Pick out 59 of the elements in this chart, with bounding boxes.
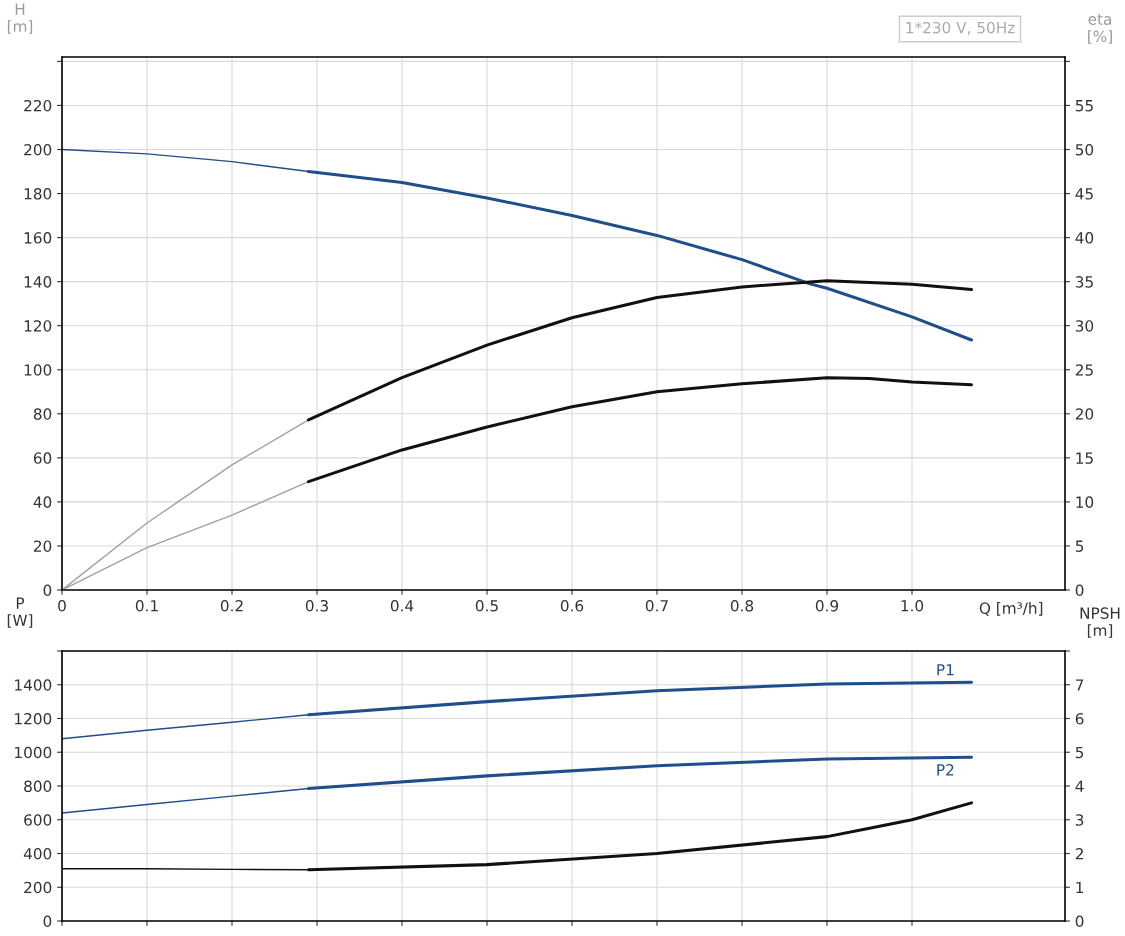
y-tick-label: 0	[43, 584, 52, 597]
y-tick-label: 200	[24, 881, 52, 894]
y2-tick-label: 5	[1075, 746, 1084, 759]
x-tick-label: 1.0	[901, 599, 924, 612]
y-tick-label: 100	[24, 364, 52, 376]
y-tick-label: 40	[33, 496, 52, 508]
x-tick-label: 0.9	[815, 599, 839, 612]
y2-tick-label: 4	[1075, 780, 1084, 792]
y2-axis-title: eta [%]	[1088, 13, 1112, 44]
y-tick-label: 80	[33, 408, 52, 420]
y-tick-label: 160	[24, 232, 52, 244]
x-axis-title: Q [m³/h]	[979, 602, 1043, 616]
y2-tick-label: 0	[1075, 915, 1084, 928]
series-label: P2	[937, 764, 954, 776]
y-tick-label: 180	[24, 188, 52, 200]
y2-tick-label: 5	[1075, 540, 1084, 552]
y2-tick-label: 10	[1076, 496, 1094, 508]
y2-tick-label: 35	[1075, 276, 1093, 288]
y-axis-title: H [m]	[7, 3, 33, 34]
y-tick-label: 220	[24, 99, 52, 112]
y-tick-label: 0	[43, 915, 52, 928]
y-tick-label: 140	[24, 276, 52, 288]
y2-tick-label: 25	[1075, 364, 1093, 376]
x-tick-label: 0.5	[475, 599, 498, 612]
x-tick-label: 0.7	[645, 599, 668, 612]
y2-tick-label: 3	[1075, 814, 1084, 826]
x-tick-label: 0.2	[220, 599, 243, 612]
y2-tick-label: 40	[1075, 232, 1094, 244]
y2-tick-label: 1	[1076, 881, 1084, 894]
x-tick-label: 0.4	[390, 599, 414, 612]
x-tick-label: 0	[58, 599, 66, 612]
y2-tick-label: 55	[1075, 100, 1093, 112]
x-tick-label: 0.6	[560, 599, 584, 612]
y2-tick-label: 20	[1075, 408, 1094, 420]
series-label: P1	[937, 664, 954, 676]
x-tick-label: 0.3	[305, 599, 328, 612]
y-tick-label: 400	[23, 847, 52, 860]
y-tick-label: 1000	[15, 746, 52, 759]
y2-tick-label: 6	[1075, 712, 1084, 725]
y2-tick-label: 30	[1075, 320, 1094, 332]
y2-tick-label: 7	[1075, 679, 1084, 691]
x-tick-label: 0.8	[730, 599, 754, 612]
y-tick-label: 1200	[15, 712, 52, 725]
y-tick-label: 1400	[15, 679, 52, 691]
text: 1*230 V, 50Hz	[906, 21, 1015, 35]
y-tick-label: 800	[24, 780, 52, 793]
y2-tick-label: 50	[1075, 143, 1094, 156]
y-tick-label: 60	[33, 452, 52, 464]
y2-axis-title: NPSH [m]	[1080, 607, 1120, 638]
y2-tick-label: 2	[1075, 847, 1083, 860]
x-tick-label: 0.1	[135, 599, 158, 612]
y-tick-label: 120	[24, 320, 52, 332]
y2-tick-label: 15	[1076, 452, 1093, 464]
y-tick-label: 600	[24, 814, 52, 826]
y-tick-label: 20	[33, 540, 52, 552]
y2-tick-label: 0	[1075, 584, 1084, 597]
y2-tick-label: 45	[1075, 188, 1093, 200]
y-axis-title: P [W]	[7, 597, 33, 628]
y-tick-label: 200	[24, 143, 52, 156]
